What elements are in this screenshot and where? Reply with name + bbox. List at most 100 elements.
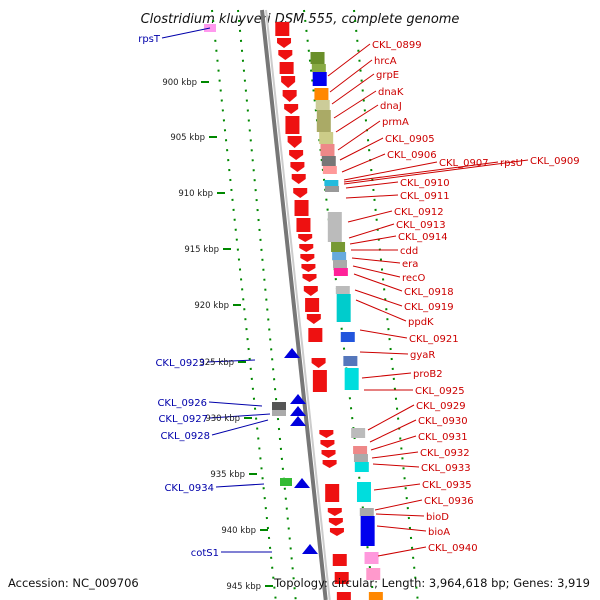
reverse-gene-block — [272, 410, 286, 416]
gene-category-block — [335, 286, 350, 294]
gene-category-block — [316, 110, 331, 132]
right-gene-label[interactable]: ppdK — [408, 317, 434, 328]
right-gene-label[interactable]: CKL_0935 — [422, 480, 472, 491]
gene-category-block — [315, 100, 330, 110]
right-gene-label[interactable]: CKL_0929 — [416, 401, 466, 412]
forward-gene-arrow — [302, 274, 317, 282]
kbp-tick-labels: 900 kbp 905 kbp 910 kbp 915 kbp 920 kbp 925 k… — [162, 78, 273, 592]
right-label-leader — [367, 404, 415, 431]
left-gene-labels: rpsT CKL_0923 CKL_0926 CKL_0927 CKL_0928 CKL_… — [138, 34, 219, 559]
forward-gene-arrow — [319, 430, 334, 438]
right-label-leader — [343, 161, 438, 181]
right-gene-label[interactable]: CKL_0921 — [409, 334, 459, 345]
left-gene-label[interactable]: CKL_0928 — [160, 431, 210, 442]
forward-gene-arrow — [321, 450, 336, 458]
right-gene-label[interactable]: grpE — [376, 70, 399, 81]
right-gene-label[interactable]: CKL_0914 — [398, 232, 448, 243]
right-label-leader — [374, 499, 423, 511]
gene-category-block — [325, 186, 340, 192]
right-gene-label[interactable]: gyaR — [410, 350, 435, 361]
right-gene-label[interactable]: CKL_0909 — [530, 156, 580, 167]
right-gene-label[interactable]: hrcA — [374, 56, 397, 67]
right-gene-label[interactable]: CKL_0932 — [420, 448, 470, 459]
right-label-leader — [337, 120, 381, 151]
gene-category-block — [340, 332, 355, 342]
forward-gene-arrow — [329, 528, 344, 536]
gene-category-block — [319, 132, 334, 144]
right-gene-label[interactable]: CKL_0919 — [404, 302, 454, 313]
right-gene-label[interactable]: CKL_0911 — [400, 191, 450, 202]
right-label-leader — [341, 153, 386, 173]
left-label-leader — [211, 419, 269, 436]
reverse-gene-arrow — [294, 478, 310, 488]
genome-backbone — [260, 9, 331, 600]
forward-gene-arrow — [303, 286, 318, 296]
left-gene-label[interactable]: cotS1 — [191, 548, 219, 559]
right-gene-label[interactable]: CKL_0918 — [404, 287, 454, 298]
right-gene-label[interactable]: CKL_0936 — [424, 496, 474, 507]
forward-gene-arrow — [327, 508, 342, 516]
right-gene-label[interactable]: proB2 — [413, 369, 443, 380]
forward-gene-block — [312, 370, 327, 392]
right-gene-label[interactable]: CKL_0940 — [428, 543, 478, 554]
right-gene-label[interactable]: rpsU — [500, 158, 523, 169]
left-gene-label[interactable]: CKL_0934 — [164, 483, 214, 494]
right-gene-label[interactable]: CKL_0933 — [421, 463, 471, 474]
right-label-leader — [352, 265, 401, 278]
right-gene-label[interactable]: bioD — [426, 512, 449, 523]
forward-gene-block — [275, 22, 290, 36]
gene-category-block — [311, 64, 326, 72]
right-gene-label[interactable]: dnaK — [378, 87, 404, 98]
right-gene-label[interactable]: CKL_0912 — [394, 207, 444, 218]
right-gene-label[interactable]: CKL_0899 — [372, 40, 422, 51]
right-label-leader — [351, 257, 401, 264]
left-label-leader — [209, 413, 271, 419]
right-gene-label[interactable]: CKL_0910 — [400, 178, 450, 189]
genome-summary-text: Topology: circular; Length: 3,964,618 bp… — [273, 576, 590, 590]
forward-gene-arrow — [278, 50, 293, 60]
right-gene-label[interactable]: recO — [402, 273, 426, 284]
accession-text: Accession: NC_009706 — [8, 576, 139, 590]
gene-category-block — [322, 166, 337, 174]
right-gene-label[interactable]: CKL_0930 — [418, 416, 468, 427]
right-gene-label[interactable]: CKL_0913 — [396, 220, 446, 231]
right-label-leader — [331, 73, 375, 105]
kbp-tick-label: 910 kbp — [178, 189, 213, 199]
right-gene-label[interactable]: bioA — [428, 527, 450, 538]
forward-gene-block — [285, 116, 300, 134]
forward-gene-arrow — [284, 104, 299, 114]
right-gene-label[interactable]: prmA — [382, 117, 409, 128]
forward-gene-block — [279, 62, 294, 74]
left-gene-label[interactable]: CKL_0923 — [155, 358, 205, 369]
right-gene-label[interactable]: CKL_0925 — [415, 386, 465, 397]
gene-category-block — [333, 260, 347, 268]
right-label-leader — [375, 513, 425, 517]
forward-gene-block — [334, 572, 349, 584]
reverse-gene-arrow — [284, 348, 300, 358]
reverse-gene-block — [280, 478, 292, 486]
reverse-gene-block — [272, 402, 286, 410]
right-gene-label[interactable]: era — [402, 259, 418, 270]
forward-gene-arrow — [289, 150, 304, 160]
right-label-leader — [329, 59, 373, 93]
right-gene-label[interactable]: CKL_0906 — [387, 150, 437, 161]
right-label-leader — [345, 181, 399, 189]
right-gene-label[interactable]: dnaJ — [380, 101, 402, 112]
left-gene-label[interactable]: CKL_0927 — [158, 414, 208, 425]
kbp-tick-label: 920 kbp — [194, 301, 229, 311]
reverse-gene-arrow — [290, 406, 306, 416]
kbp-tick-label: 915 kbp — [184, 245, 219, 255]
forward-gene-arrow — [293, 188, 308, 198]
right-gene-label[interactable]: CKL_0905 — [385, 134, 435, 145]
gene-category-block — [332, 252, 347, 260]
right-gene-label[interactable]: CKL_0931 — [418, 432, 468, 443]
right-gene-label[interactable]: CKL_0907 — [439, 158, 489, 169]
right-label-leader — [347, 210, 393, 223]
right-gene-label[interactable]: cdd — [400, 246, 418, 257]
forward-gene-arrow — [322, 460, 337, 468]
left-gene-label[interactable]: rpsT — [138, 34, 161, 45]
left-gene-label[interactable]: CKL_0926 — [157, 398, 207, 409]
gene-category-block — [324, 180, 339, 186]
